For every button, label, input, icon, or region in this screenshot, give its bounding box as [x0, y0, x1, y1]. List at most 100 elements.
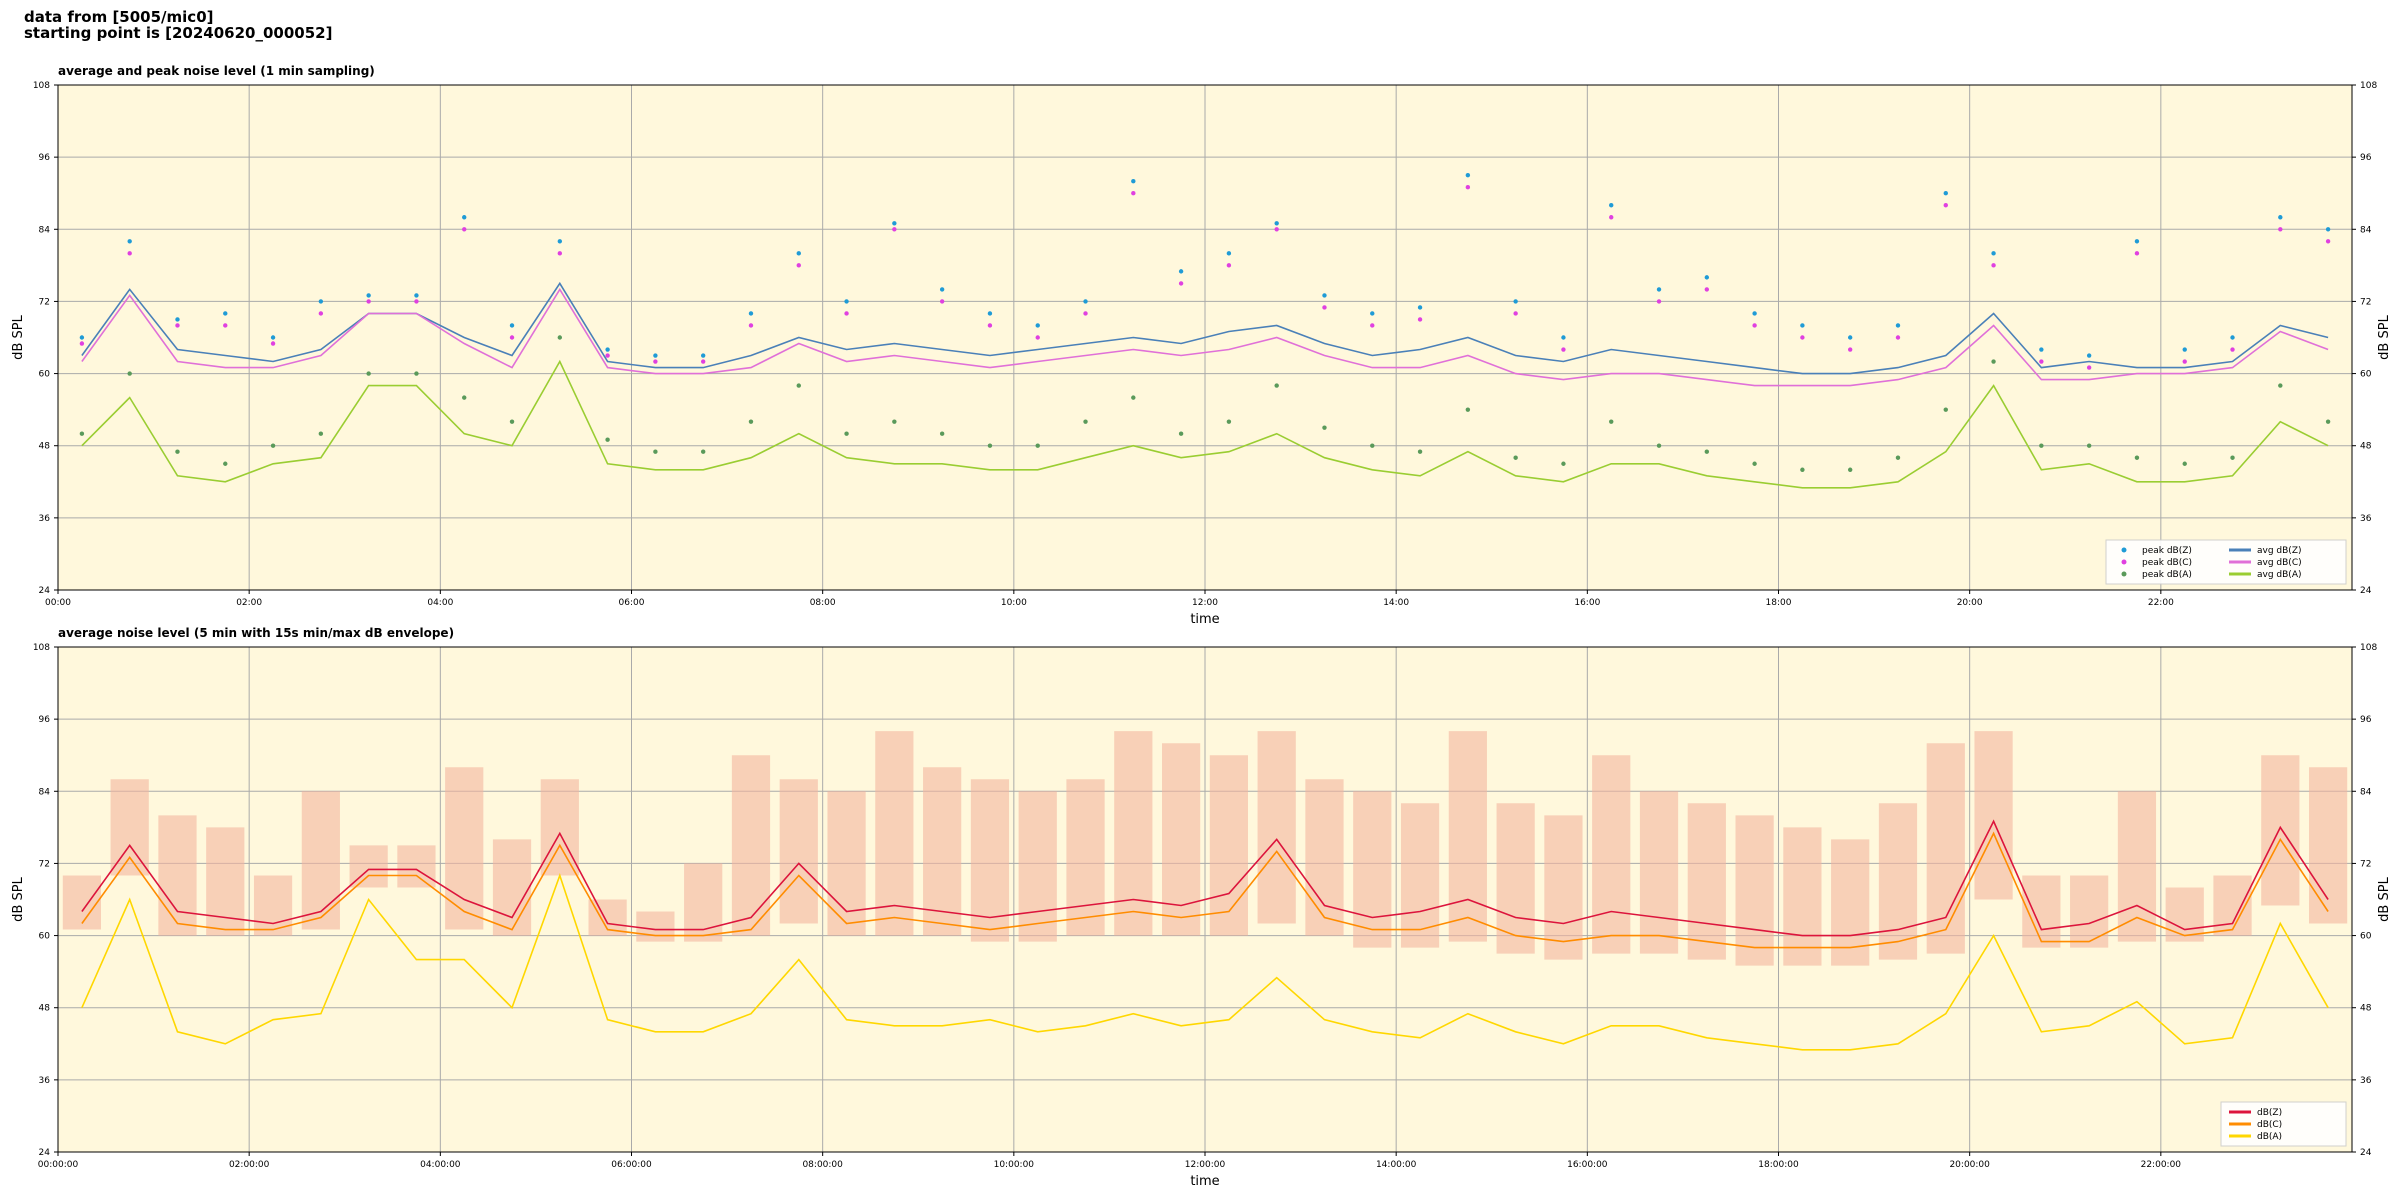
peak-dot	[1991, 251, 1996, 256]
peak-dot	[2325, 419, 2331, 424]
y-tick-label: 24	[39, 1148, 51, 1158]
x-tick-label: 20:00	[1957, 598, 1983, 608]
peak-dot	[223, 461, 228, 466]
peak-dot	[1417, 449, 1423, 454]
peak-dot	[1083, 419, 1088, 424]
peak-dot	[1943, 203, 1948, 208]
peak-dot	[1513, 299, 1518, 304]
peak-dot	[1083, 299, 1088, 304]
peak-dot	[1943, 407, 1948, 412]
peak-dot	[175, 323, 180, 328]
plot-frame	[57, 646, 2353, 1153]
y-tick-label: 72	[39, 297, 50, 307]
peak-dot	[414, 293, 419, 298]
peak-dot	[892, 227, 897, 232]
peak-dot	[939, 431, 945, 436]
subplot-title: average and peak noise level (1 min samp…	[58, 64, 375, 78]
y-tick-label: 72	[2360, 859, 2371, 869]
peak-dot	[1847, 467, 1853, 472]
peak-dot	[892, 419, 897, 424]
peak-dot	[1704, 275, 1710, 280]
peak-dot	[653, 353, 658, 358]
peak-dot	[1131, 395, 1136, 400]
peak-dot	[1895, 323, 1901, 328]
legend-label: avg dB(A)	[2257, 570, 2301, 580]
peak-dot	[1370, 323, 1375, 328]
peak-dot	[1656, 287, 1662, 292]
peak-dot	[366, 299, 371, 304]
x-tick-label: 22:00:00	[2141, 1160, 2182, 1170]
peak-dot	[1226, 419, 1232, 424]
y-tick-label: 48	[2360, 1004, 2372, 1014]
y-tick-label: 72	[2360, 297, 2371, 307]
series-line	[81, 873, 2329, 1051]
peak-dot	[1513, 455, 1518, 460]
peak-dot	[79, 335, 85, 340]
peak-dot	[318, 431, 324, 436]
peak-dot	[1752, 461, 1757, 466]
x-tick-label: 00:00	[45, 598, 71, 608]
peak-dot	[1465, 172, 1471, 178]
legend-marker	[2121, 571, 2127, 577]
peak-dot	[844, 299, 849, 304]
peak-dot	[748, 419, 754, 424]
peak-dot	[2134, 251, 2140, 256]
x-tick-label: 14:00:00	[1376, 1160, 1417, 1170]
y-tick-label: 48	[39, 442, 51, 452]
peak-dot	[1704, 449, 1710, 454]
y-tick-label: 36	[2360, 514, 2372, 524]
series-line	[81, 359, 2329, 489]
peak-dot	[1417, 317, 1423, 322]
peak-dot	[175, 317, 180, 322]
peak-dot	[509, 335, 515, 340]
peak-dot	[1274, 227, 1279, 232]
peak-dot	[1800, 335, 1805, 340]
y-tick-label: 96	[39, 715, 51, 725]
peak-dot	[2039, 347, 2044, 352]
peak-dot	[796, 251, 801, 256]
legend-label: peak dB(A)	[2142, 570, 2192, 580]
peak-dot	[2086, 365, 2092, 370]
legend-label: peak dB(C)	[2142, 558, 2192, 568]
peak-dot	[844, 431, 849, 436]
peak-dot	[557, 239, 563, 244]
header-line: starting point is [20240620_000052]	[24, 24, 332, 42]
peak-dot	[939, 299, 945, 304]
y-tick-label: 48	[39, 1004, 51, 1014]
peak-dot	[1609, 203, 1614, 208]
y-axis-label: dB SPL	[11, 314, 26, 359]
peak-dot	[700, 359, 706, 364]
peak-dot	[796, 383, 801, 388]
y-axis-label: dB SPL	[2377, 876, 2392, 921]
peak-dot	[748, 323, 754, 328]
peak-dot	[2230, 347, 2235, 352]
peak-dot	[1895, 455, 1901, 460]
peak-dot	[1370, 311, 1375, 316]
legend-label: dB(A)	[2257, 1132, 2282, 1142]
peak-dot	[2182, 347, 2187, 352]
peak-dot	[366, 293, 371, 298]
y-axis-label: dB SPL	[11, 876, 26, 921]
peak-dot	[1561, 461, 1566, 466]
peak-dot	[1226, 251, 1232, 256]
x-tick-label: 14:00	[1383, 598, 1409, 608]
peak-dot	[987, 311, 993, 316]
x-tick-label: 06:00	[619, 598, 645, 608]
y-tick-label: 60	[39, 932, 51, 942]
y-tick-label: 24	[39, 586, 51, 596]
peak-dot	[1561, 335, 1566, 340]
legend-label: avg dB(C)	[2257, 558, 2302, 568]
peak-dot	[127, 251, 132, 256]
peak-dot	[462, 227, 467, 232]
legend-label: dB(Z)	[2257, 1108, 2282, 1118]
peak-dot	[939, 287, 945, 292]
peak-dot	[1656, 299, 1662, 304]
peak-dot	[2182, 359, 2187, 364]
peak-dot	[1465, 185, 1471, 190]
peak-dot	[1943, 191, 1948, 196]
peak-dot	[509, 323, 515, 328]
peak-dot	[1131, 191, 1136, 196]
plot-marks	[79, 172, 2331, 489]
y-tick-label: 60	[39, 370, 51, 380]
